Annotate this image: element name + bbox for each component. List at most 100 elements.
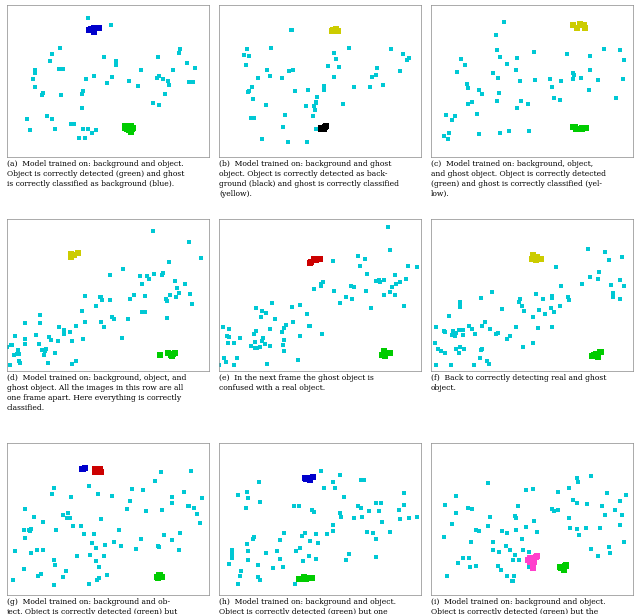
Point <box>195 518 205 528</box>
Point <box>243 494 253 503</box>
Point <box>556 562 566 572</box>
Point <box>49 483 59 493</box>
Point <box>365 82 376 92</box>
Point <box>336 512 346 522</box>
Point <box>440 110 451 120</box>
Point <box>433 344 443 354</box>
Point <box>67 120 77 130</box>
Point <box>160 89 170 99</box>
Point <box>116 542 126 551</box>
Point <box>485 511 495 521</box>
Point <box>497 526 508 535</box>
Point <box>586 544 596 554</box>
Point <box>36 570 46 580</box>
Point <box>265 341 275 351</box>
Point <box>328 526 338 536</box>
Point <box>319 81 329 91</box>
Point <box>538 294 548 304</box>
Point <box>588 350 598 360</box>
Point <box>76 521 86 530</box>
Point <box>311 97 321 107</box>
Point <box>142 271 152 281</box>
Point <box>248 94 258 104</box>
Point <box>19 319 29 328</box>
Point <box>127 484 137 494</box>
Text: (i)  Model trained on: background and object.
Object is correctly detected (gree: (i) Model trained on: background and obj… <box>431 598 608 614</box>
Point <box>556 281 566 290</box>
Point <box>53 336 63 346</box>
Point <box>187 300 197 309</box>
Point <box>510 551 520 561</box>
Point <box>80 291 90 301</box>
Point <box>224 332 234 342</box>
Point <box>72 248 83 258</box>
Point <box>41 344 51 354</box>
Point <box>380 351 390 360</box>
Point <box>232 579 243 589</box>
Point <box>451 491 461 501</box>
Point <box>168 66 179 76</box>
Point <box>243 555 253 565</box>
Point <box>66 249 76 259</box>
Point <box>71 356 81 366</box>
Point <box>20 504 31 514</box>
Point <box>618 537 628 546</box>
Point <box>531 552 541 562</box>
Point <box>81 74 92 84</box>
Point <box>28 74 38 84</box>
Point <box>81 133 91 143</box>
Point <box>255 497 265 507</box>
Text: (d)  Model trained on: background, object, and
ghost object. All the images in t: (d) Model trained on: background, object… <box>7 374 186 412</box>
Point <box>328 25 338 35</box>
Point <box>591 349 602 359</box>
Point <box>454 297 465 307</box>
Point <box>317 123 328 133</box>
Point <box>83 13 93 23</box>
Point <box>527 338 538 348</box>
Point <box>46 50 56 60</box>
Point <box>102 78 112 88</box>
Point <box>463 503 473 513</box>
Point <box>20 334 31 344</box>
Point <box>223 324 234 333</box>
Point <box>168 349 178 359</box>
Point <box>51 525 61 535</box>
Point <box>385 287 396 297</box>
Point <box>511 513 522 523</box>
Point <box>383 222 393 231</box>
Point <box>531 289 541 298</box>
Point <box>467 97 477 107</box>
Text: (b)  Model trained on: background and ghost
object. Object is correctly detected: (b) Model trained on: background and gho… <box>219 160 399 198</box>
Point <box>35 310 45 320</box>
Point <box>167 499 177 508</box>
Point <box>467 324 477 334</box>
Point <box>476 346 486 356</box>
Point <box>8 575 19 585</box>
Point <box>371 552 381 562</box>
Point <box>174 545 184 555</box>
Point <box>131 544 141 554</box>
Point <box>337 99 348 109</box>
Point <box>458 553 468 563</box>
Point <box>288 317 298 327</box>
Point <box>185 289 195 299</box>
Point <box>162 313 172 323</box>
Point <box>154 543 164 553</box>
Point <box>254 477 264 487</box>
Point <box>474 526 484 536</box>
Point <box>120 123 131 133</box>
Point <box>31 545 42 555</box>
Point <box>50 348 60 358</box>
Point <box>301 101 311 111</box>
Point <box>512 104 522 114</box>
Point <box>283 137 293 147</box>
Point <box>529 47 539 56</box>
Point <box>72 321 82 330</box>
Point <box>99 322 109 332</box>
Point <box>600 510 610 520</box>
Point <box>49 580 59 589</box>
Point <box>556 76 566 85</box>
Point <box>229 360 239 370</box>
Point <box>125 496 135 506</box>
Point <box>111 60 121 70</box>
